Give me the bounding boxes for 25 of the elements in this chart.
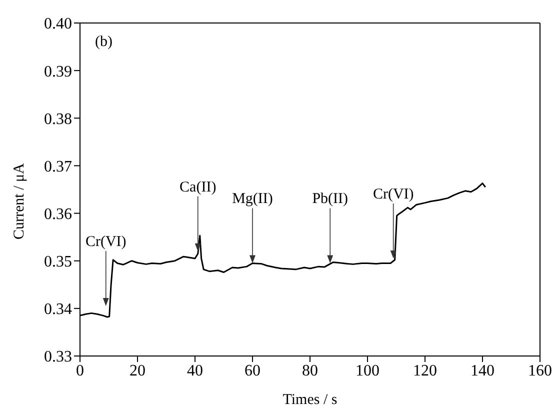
x-tick-label: 40 [187,362,203,380]
y-tick-label: 0.35 [44,254,72,271]
y-tick-label: 0.33 [44,348,72,366]
y-tick-label: 0.38 [44,110,72,128]
x-tick-label: 60 [244,362,260,380]
y-tick-label: 0.40 [44,16,72,33]
y-tick-label: 0.36 [44,206,72,223]
annotation: Cr(VI) [372,186,414,202]
y-tick-label: 0.34 [44,301,72,318]
x-tick-label: 20 [130,362,146,380]
x-tick-label: 100 [356,362,380,380]
y-axis-title: Current / μA [11,162,28,240]
x-tick-label: 160 [528,362,552,380]
x-axis-title: Times / s [282,392,338,408]
x-tick-label: 80 [302,362,318,380]
x-tick-label: 120 [413,362,437,380]
annotation: Cr(VI) [85,234,126,250]
annotation: Mg(II) [232,191,273,208]
y-tick-label: 0.39 [44,63,72,80]
x-tick-label: 0 [76,362,84,380]
annotation: (b) [95,34,112,51]
annotation: Ca(II) [180,179,216,196]
y-tick-label: 0.37 [44,158,72,176]
x-tick-label: 140 [470,362,494,380]
annotation: Pb(II) [312,191,348,208]
